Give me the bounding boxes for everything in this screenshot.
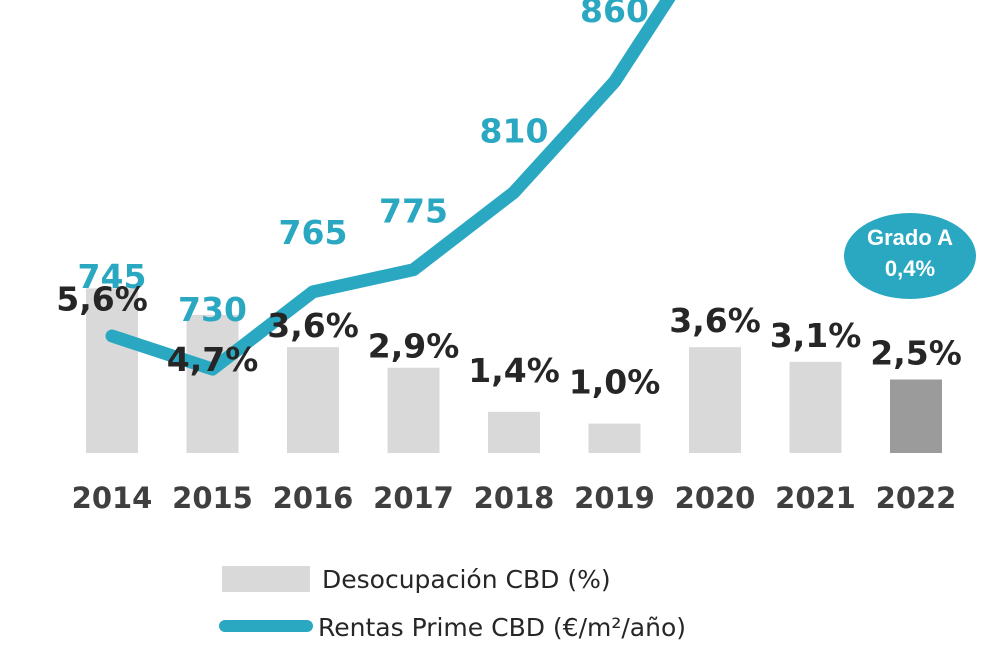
vacancy-label-2020: 3,6% [669, 301, 761, 340]
rent-label-2016: 765 [279, 213, 348, 252]
vacancy-bar-2014 [86, 288, 138, 453]
vacancy-bars [86, 288, 942, 453]
legend-bar-label: Desocupación CBD (%) [322, 565, 611, 594]
rent-label-2014: 745 [78, 257, 147, 296]
x-tick-2014: 2014 [72, 481, 153, 515]
x-tick-2015: 2015 [172, 481, 253, 515]
x-axis-ticks: 2014 2015 2016 2017 2018 2019 2020 2021 2022 [72, 481, 957, 515]
vacancy-bar-2015 [186, 314, 239, 453]
rent-label-2018: 810 [480, 111, 549, 150]
vacancy-labels: 5,6%4,7%3,6%2,9%1,4% 1,0%3,6% 3,1% 2,5% [56, 279, 962, 401]
legend: Desocupación CBD (%) Rentas Prime CBD (€… [219, 565, 686, 642]
rent-label-2019: 860 [580, 0, 649, 30]
vacancy-bar-2016 [287, 347, 339, 453]
x-tick-2018: 2018 [474, 481, 555, 515]
x-tick-2019: 2019 [574, 481, 655, 515]
vacancy-label-2016: 3,6% [267, 306, 359, 345]
vacancy-label-2014: 5,6% [56, 279, 148, 318]
vacancy-bar-2021 [789, 361, 842, 453]
vacancy-label-2015: 4,7% [167, 340, 259, 379]
annotation-line2: 0,4% [885, 256, 935, 281]
vacancy-label-2017: 2,9% [368, 327, 460, 366]
vacancy-bar-2022 [890, 379, 942, 453]
vacancy-bar-2017 [387, 367, 440, 453]
rent-labels: 7457307657758108609309301.000 [78, 0, 649, 329]
rent-line [105, 0, 676, 376]
legend-bar-swatch [222, 566, 310, 592]
x-tick-2021: 2021 [775, 481, 856, 515]
legend-line-label: Rentas Prime CBD (€/m²/año) [318, 613, 686, 642]
vacancy-label-2022: 2,5% [870, 334, 962, 373]
vacancy-bar-2018 [488, 411, 540, 453]
vacancy-bar-2020 [689, 347, 741, 453]
x-tick-2016: 2016 [273, 481, 354, 515]
annotation-badge-shape [844, 213, 976, 299]
vacancy-label-2018: 1,4% [468, 351, 560, 390]
rent-label-2017: 775 [379, 192, 448, 231]
annotation-line1: Grado A [867, 225, 953, 250]
vacancy-label-2019: 1,0% [569, 363, 661, 402]
x-tick-2017: 2017 [373, 481, 454, 515]
annotation-badge: Grado A 0,4% [844, 213, 976, 299]
vacancy-label-2021: 3,1% [770, 316, 862, 355]
x-tick-2022: 2022 [876, 481, 957, 515]
rent-label-2015: 730 [178, 290, 247, 329]
vacancy-bar-2019 [588, 423, 641, 453]
x-tick-2020: 2020 [675, 481, 756, 515]
